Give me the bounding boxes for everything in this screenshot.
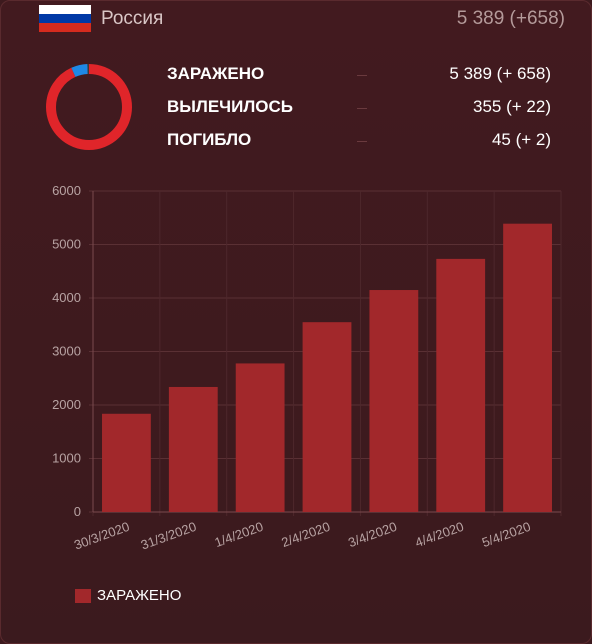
stat-divider — [357, 75, 367, 76]
donut-segment[interactable] — [46, 64, 132, 150]
bar[interactable] — [302, 322, 352, 512]
x-tick-label: 3/4/2020 — [346, 519, 399, 550]
bar[interactable] — [503, 223, 552, 512]
bar-chart: 0 1000 2000 3000 4000 5000 6000 30/3/2020 31/3/2… — [52, 183, 562, 553]
bar[interactable] — [436, 258, 486, 512]
flag-stripe-red — [39, 23, 91, 32]
bar[interactable] — [369, 290, 419, 512]
donut-chart — [46, 64, 132, 150]
stat-infected-label: ЗАРАЖЕНО — [167, 64, 265, 83]
donut-segment[interactable] — [46, 64, 132, 150]
x-tick-label: 2/4/2020 — [279, 519, 332, 550]
stat-deaths-value: 45 (+ 2) — [491, 130, 551, 149]
card-header[interactable]: Россия 5 389 (+658) — [1, 1, 591, 35]
y-tick-label: 5000 — [52, 237, 81, 252]
bar[interactable] — [235, 363, 285, 512]
stat-deaths-label: ПОГИБЛО — [167, 130, 252, 149]
y-tick-label: 6000 — [52, 183, 81, 198]
total-cases: 5 389 (+658) — [456, 8, 565, 29]
stat-recovered-label: ВЫЛЕЧИЛОСЬ — [167, 97, 293, 116]
y-tick-label: 1000 — [52, 451, 81, 466]
stat-infected-value: 5 389 (+ 658) — [449, 64, 551, 83]
bar[interactable] — [102, 413, 151, 512]
x-tick-label: 1/4/2020 — [212, 519, 265, 550]
x-tick-label: 30/3/2020 — [72, 519, 131, 553]
y-tick-label: 0 — [74, 504, 81, 519]
y-tick-label: 2000 — [52, 397, 81, 412]
bar[interactable] — [168, 386, 218, 512]
stat-divider — [357, 108, 367, 109]
x-tick-label: 4/4/2020 — [413, 519, 466, 550]
stat-recovered-value: 355 (+ 22) — [473, 97, 551, 116]
stat-deaths: ПОГИБЛО 45 (+ 2) — [167, 130, 551, 154]
legend-label: ЗАРАЖЕНО — [97, 587, 182, 604]
legend-swatch — [75, 589, 91, 603]
y-tick-label: 3000 — [52, 344, 81, 359]
russia-flag-icon — [39, 5, 91, 32]
y-tick-label: 4000 — [52, 290, 81, 305]
stat-recovered: ВЫЛЕЧИЛОСЬ 355 (+ 22) — [167, 97, 551, 121]
x-tick-label: 5/4/2020 — [480, 519, 533, 550]
flag-stripe-blue — [39, 14, 91, 23]
country-name: Россия — [101, 8, 164, 29]
flag-stripe-white — [39, 5, 91, 14]
x-tick-label: 31/3/2020 — [139, 519, 198, 553]
stat-infected: ЗАРАЖЕНО 5 389 (+ 658) — [167, 64, 551, 88]
stat-divider — [357, 141, 367, 142]
